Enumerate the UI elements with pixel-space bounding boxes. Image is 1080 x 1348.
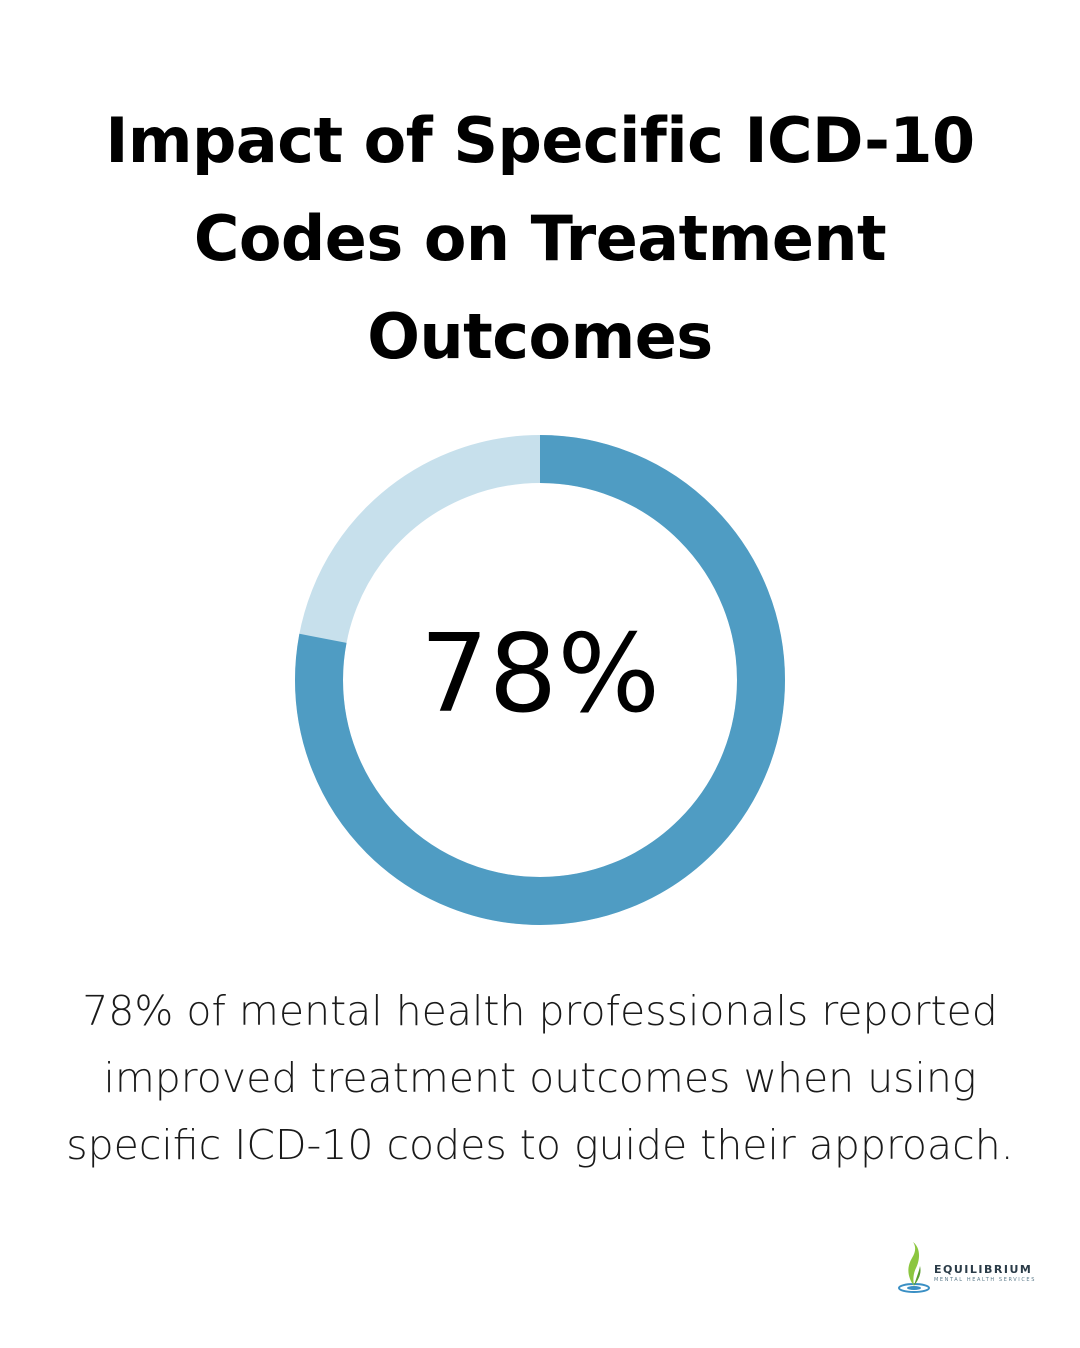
caption-line-3: specific ICD-10 codes to guide their app… (66, 1121, 1014, 1169)
donut-value-slice (295, 435, 785, 925)
sprout-drop-icon (898, 1242, 930, 1293)
title-line-2: Codes on Treatment (193, 202, 887, 275)
donut-chart (294, 434, 786, 926)
equilibrium-logo: EQUILIBRIUM MENTAL HEALTH SERVICES (896, 1240, 1046, 1296)
page-title: Impact of Specific ICD-10 Codes on Treat… (40, 92, 1040, 386)
caption: 78% of mental health professionals repor… (30, 978, 1050, 1179)
title-line-1: Impact of Specific ICD-10 (105, 104, 975, 177)
donut-center-value: 78% (419, 612, 661, 737)
caption-line-2: improved treatment outcomes when using (103, 1054, 977, 1102)
title-line-3: Outcomes (367, 300, 713, 373)
logo-name: EQUILIBRIUM (934, 1263, 1033, 1276)
caption-line-1: 78% of mental health professionals repor… (82, 987, 998, 1035)
donut-chart-svg (295, 435, 785, 925)
logo-subtitle: MENTAL HEALTH SERVICES (934, 1277, 1036, 1283)
